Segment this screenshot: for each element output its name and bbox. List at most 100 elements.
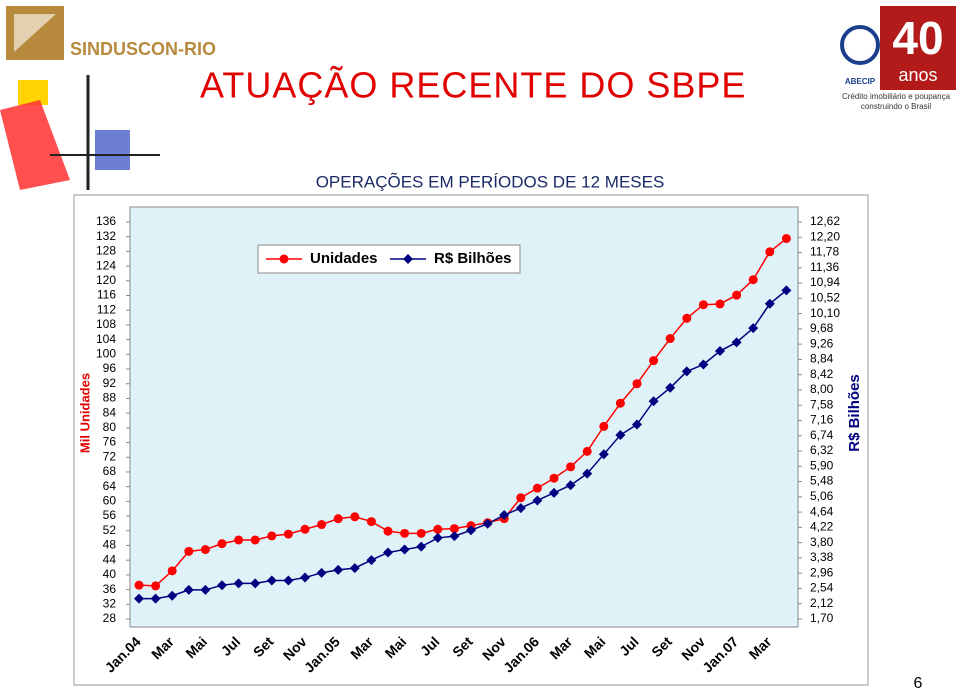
plot-area — [129, 206, 799, 628]
y-tick-label: 84 — [103, 405, 117, 419]
data-point — [300, 524, 310, 534]
data-point — [632, 379, 642, 389]
data-point — [748, 275, 758, 285]
data-point — [582, 446, 592, 456]
y2-tick-label: 1,70 — [810, 611, 834, 625]
y-tick-label: 68 — [103, 464, 117, 478]
data-point — [615, 430, 626, 441]
legend-marker — [279, 254, 289, 264]
y-tick-label: 124 — [96, 258, 116, 272]
data-point — [665, 334, 675, 344]
y2-tick-label: 3,38 — [810, 550, 834, 564]
data-point — [449, 531, 460, 542]
data-point — [233, 578, 244, 589]
y-tick-label: 92 — [103, 376, 117, 390]
data-point — [665, 382, 676, 393]
y2-tick-label: 10,94 — [810, 275, 840, 289]
data-point — [349, 563, 360, 574]
legend-label: R$ Bilhões — [434, 250, 512, 267]
y-tick-label: 52 — [103, 523, 117, 537]
y2-tick-label: 11,78 — [810, 245, 839, 259]
logo-text: Crédito imobiliário e poupança — [842, 92, 951, 101]
data-point — [681, 366, 692, 377]
logo-text: anos — [898, 65, 937, 85]
data-point — [449, 524, 459, 534]
data-point — [383, 547, 393, 558]
data-point — [715, 299, 725, 309]
y2-tick-label: 10,10 — [810, 306, 840, 320]
data-point — [648, 396, 659, 407]
data-point — [333, 564, 344, 575]
y-tick-label: 40 — [103, 567, 117, 581]
y2-tick-label: 5,48 — [810, 474, 834, 488]
y2-tick-label: 7,16 — [810, 413, 834, 427]
data-point — [781, 234, 791, 244]
data-point — [582, 468, 593, 479]
data-point — [283, 575, 294, 586]
y2-tick-label: 10,52 — [810, 291, 840, 305]
data-point — [283, 529, 293, 539]
y-tick-label: 28 — [103, 611, 117, 625]
chart-title: OPERAÇÕES EM PERÍODOS DE 12 MESES — [316, 172, 665, 191]
data-point — [466, 525, 476, 536]
y2-tick-label: 5,06 — [810, 489, 834, 503]
data-point — [599, 421, 609, 431]
data-point — [732, 290, 742, 300]
data-point — [565, 480, 576, 491]
data-point — [167, 590, 178, 601]
logo-text: 40 — [892, 12, 943, 64]
data-point — [515, 503, 526, 514]
data-point — [317, 520, 327, 530]
data-point — [266, 575, 277, 586]
series-line — [138, 237, 787, 587]
legend-label: Unidades — [310, 250, 378, 267]
data-point — [748, 323, 759, 334]
data-point — [383, 526, 393, 536]
data-point — [781, 285, 792, 296]
data-point — [433, 524, 443, 534]
data-point — [482, 518, 493, 529]
y2-tick-label: 7,58 — [810, 397, 834, 411]
y2-tick-label: 4,22 — [810, 520, 834, 534]
data-point — [366, 555, 377, 566]
y2-axis-label: R$ Bilhões — [846, 374, 863, 452]
data-point — [765, 247, 775, 257]
page-number: 6 — [914, 675, 923, 692]
data-point — [200, 584, 211, 595]
y-tick-label: 48 — [103, 538, 117, 552]
data-point — [151, 581, 161, 591]
data-point — [566, 462, 576, 472]
y2-tick-label: 8,84 — [810, 352, 834, 366]
data-point — [532, 495, 543, 506]
logo-text: construindo o Brasil — [861, 102, 931, 111]
y-axis-label: Mil Unidades — [77, 373, 92, 453]
data-point — [184, 546, 194, 556]
data-point — [615, 398, 625, 408]
data-point — [764, 298, 775, 309]
data-point — [598, 449, 609, 460]
data-point — [649, 356, 659, 366]
data-point — [715, 346, 725, 357]
y-tick-label: 136 — [96, 214, 116, 228]
y2-tick-label: 12,20 — [810, 229, 840, 243]
data-point — [316, 567, 327, 578]
slide-decoration — [0, 4, 956, 190]
data-point — [432, 532, 443, 543]
data-point — [234, 535, 244, 545]
y2-tick-label: 5,90 — [810, 458, 834, 472]
data-point — [350, 512, 360, 522]
data-point — [416, 528, 426, 538]
series-line — [139, 289, 787, 600]
data-point — [333, 514, 343, 524]
data-point — [532, 483, 542, 493]
logo-text: SINDUSCON-RIO — [70, 39, 216, 59]
y2-tick-label: 6,32 — [810, 443, 834, 457]
y-tick-label: 36 — [103, 582, 117, 596]
data-point — [134, 593, 144, 604]
y-tick-label: 44 — [103, 552, 117, 566]
y2-tick-label: 2,96 — [810, 565, 834, 579]
data-point — [300, 572, 310, 583]
data-point — [632, 419, 642, 430]
y2-tick-label: 9,26 — [810, 336, 834, 350]
data-point — [416, 541, 427, 552]
